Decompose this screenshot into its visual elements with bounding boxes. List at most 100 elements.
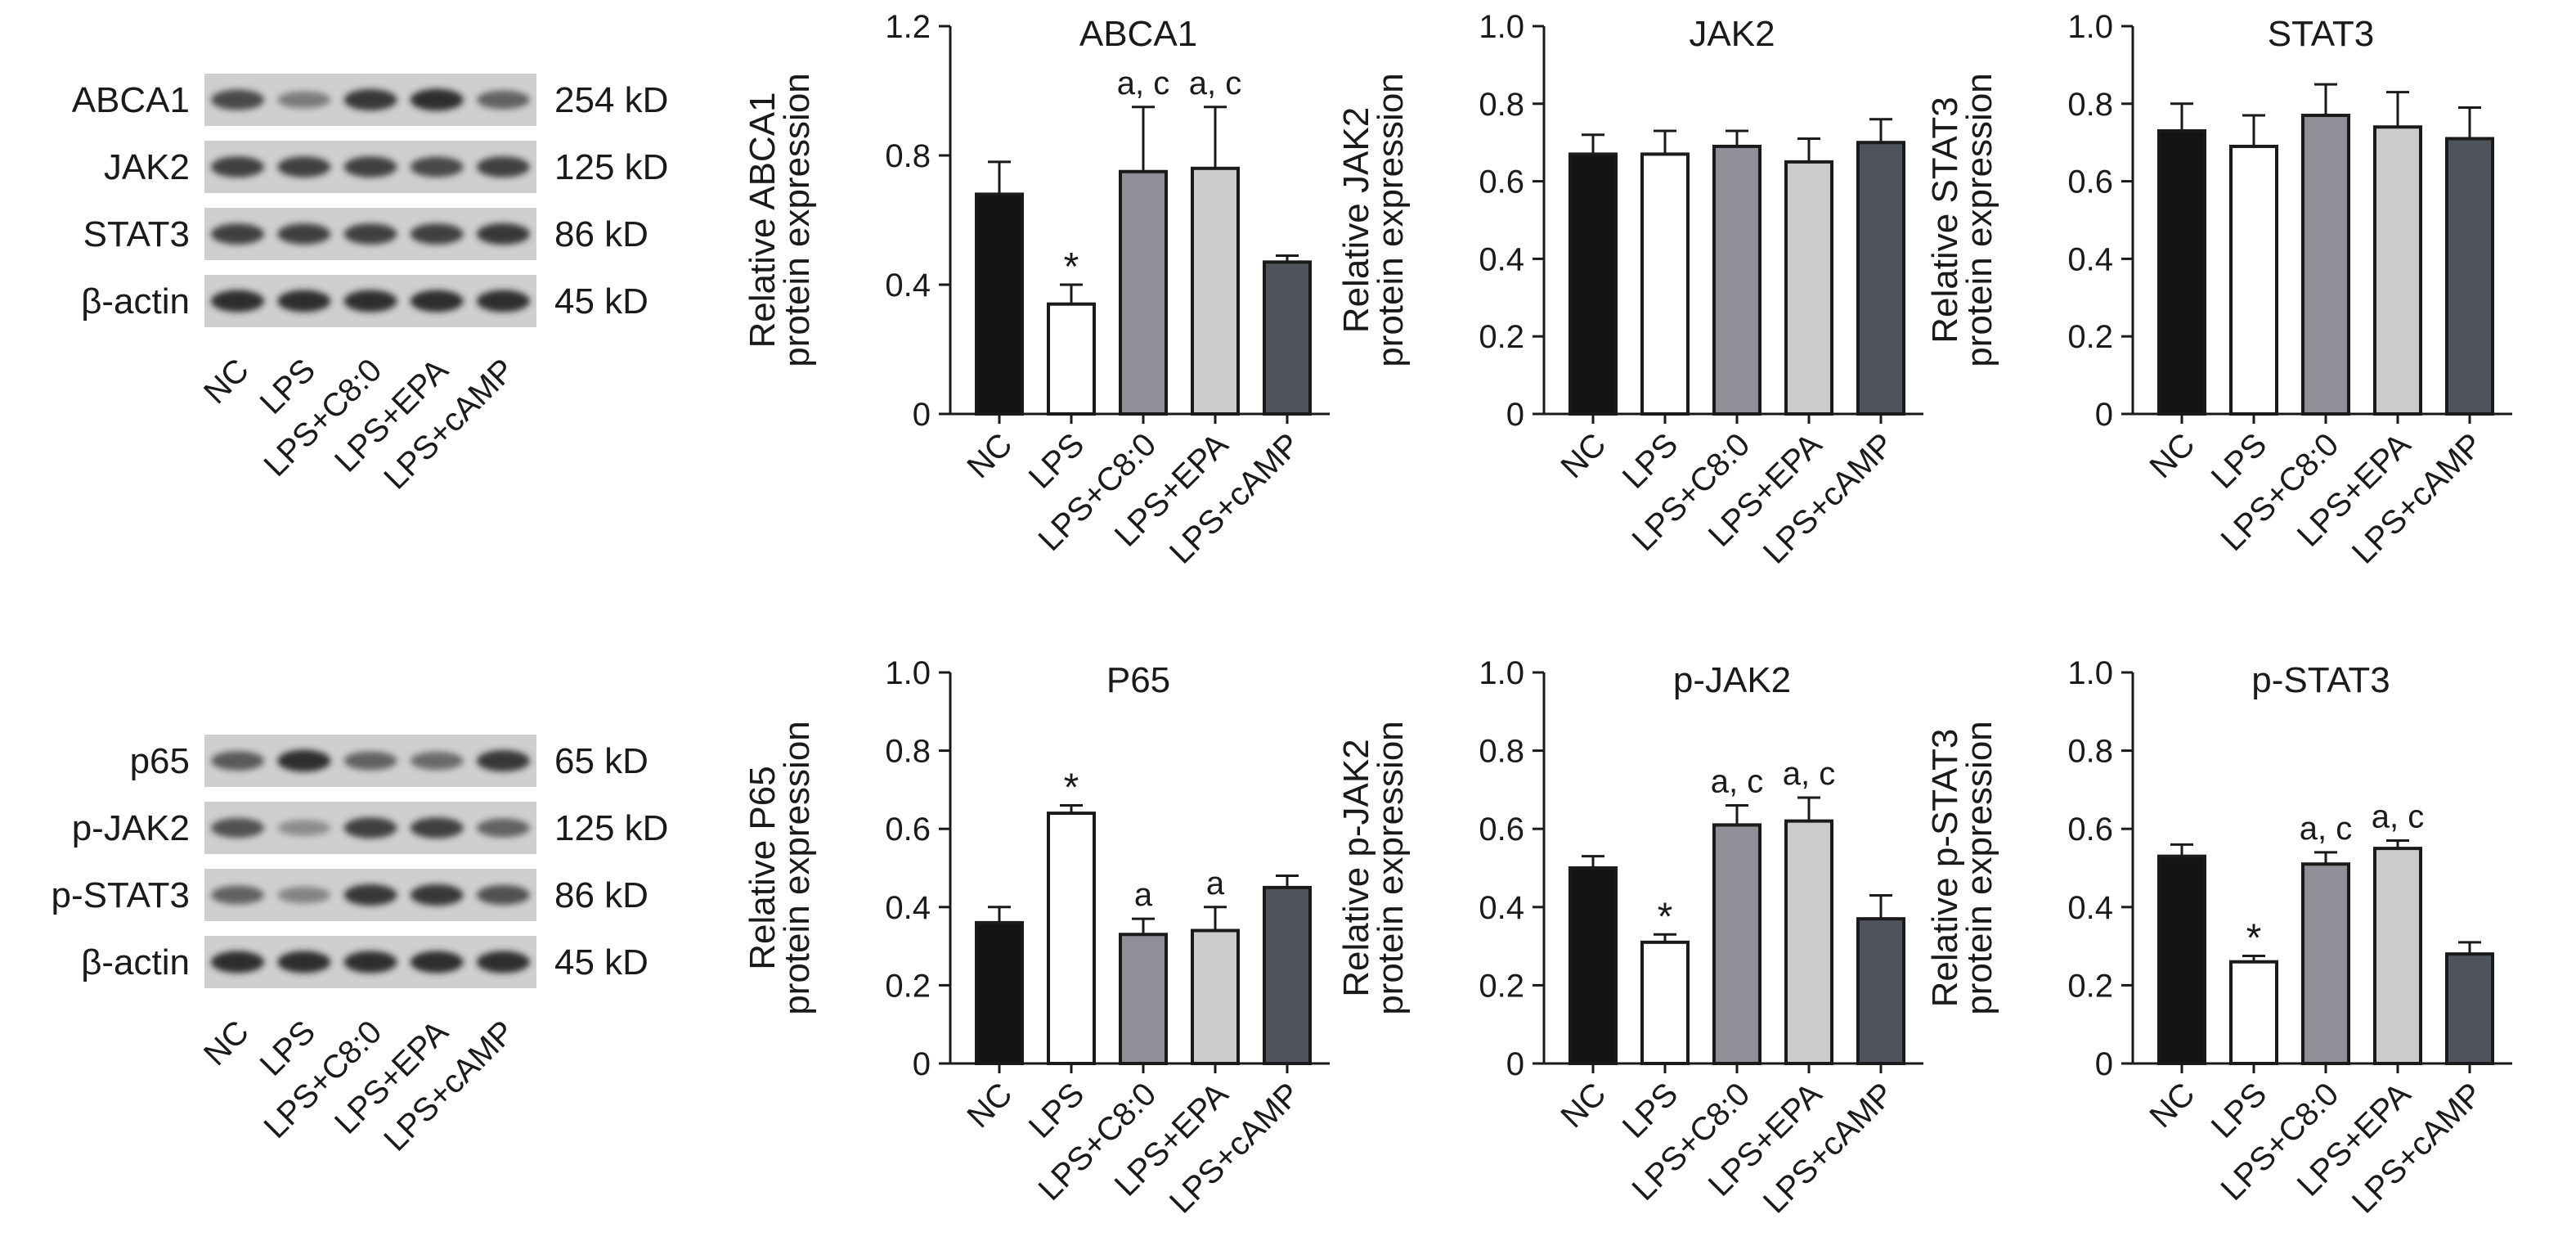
significance-label: * [1064, 245, 1079, 289]
y-tick-label: 0.6 [1479, 164, 1524, 200]
blot-band [343, 223, 397, 245]
blot-band [277, 156, 331, 178]
y-tick-label: 0.4 [885, 890, 931, 926]
blot-protein-label: p65 [130, 741, 190, 781]
significance-label: * [1658, 895, 1673, 938]
blot-band [277, 223, 331, 245]
bar [1712, 823, 1761, 1065]
blot-band [343, 751, 397, 771]
blot-band [343, 156, 397, 178]
blot-band [476, 951, 530, 973]
blot-row: β-actin 45 kD [81, 275, 648, 327]
chart-title: JAK2 [1689, 14, 1775, 54]
y-tick-label: 0.8 [885, 138, 931, 174]
y-tick-label: 0.4 [1479, 241, 1524, 277]
blot-row: p-JAK2 125 kD [72, 802, 668, 854]
significance-label: a [1206, 866, 1225, 902]
bar [2373, 125, 2422, 416]
significance-label: * [1064, 767, 1079, 810]
blot-size-label: 125 kD [554, 808, 668, 848]
bar [1119, 933, 1168, 1066]
y-axis-title: Relative ABCA1 [743, 92, 783, 348]
blot-band [476, 749, 530, 772]
significance-label: * [2246, 917, 2262, 960]
chart-title: p-JAK2 [1673, 660, 1791, 700]
bar [2157, 128, 2206, 416]
blot-band [277, 290, 331, 312]
blot-band [476, 818, 530, 838]
y-tick-label: 0 [913, 397, 931, 433]
bar [1119, 169, 1168, 416]
bar [2229, 960, 2278, 1065]
bar-chart-3: 0 0.2 0.4 0.6 0.8 1.0 STAT3 Relative STAT3prote… [1925, 9, 2512, 571]
y-axis-title: protein expression [777, 721, 817, 1015]
blot-band [277, 886, 331, 904]
blot-protein-label: JAK2 [104, 147, 190, 187]
x-tick-label: NC [1554, 426, 1613, 485]
blot-band [476, 884, 530, 906]
y-tick-label: 0.2 [2067, 968, 2113, 1004]
bar [1047, 302, 1096, 416]
x-tick-label: NC [2143, 1076, 2201, 1135]
significance-label: a, c [2300, 811, 2352, 847]
y-tick-label: 0 [2095, 397, 2113, 433]
bar [1640, 940, 1690, 1065]
y-axis-title: protein expression [1959, 73, 1999, 367]
blot-band [476, 290, 530, 312]
y-tick-label: 0.6 [885, 812, 931, 848]
blot-band [211, 817, 265, 839]
y-tick-label: 1.0 [2067, 9, 2113, 45]
y-tick-label: 0.4 [1479, 890, 1524, 926]
bar [1263, 260, 1312, 416]
blot-row: ABCA1 254 kD [72, 74, 668, 126]
bar [2229, 144, 2278, 416]
y-tick-label: 0.8 [2067, 87, 2113, 123]
x-tick-label: NC [960, 1076, 1019, 1135]
y-tick-label: 0 [1506, 1046, 1524, 1082]
bar [1047, 812, 1096, 1066]
blot-size-label: 125 kD [554, 147, 668, 187]
y-tick-label: 1.0 [1479, 9, 1524, 45]
bar [1263, 885, 1312, 1066]
blot-band [277, 749, 331, 772]
blot-band [211, 156, 265, 178]
blot-size-label: 45 kD [554, 281, 648, 321]
blot-band [211, 751, 265, 771]
significance-label: a [1134, 877, 1153, 913]
y-tick-label: 0.8 [1479, 734, 1524, 770]
blot-protein-label: STAT3 [83, 214, 190, 254]
blot-band [476, 90, 530, 110]
bar [1784, 160, 1833, 416]
significance-label: a, c [2372, 799, 2424, 835]
y-tick-label: 0 [2095, 1046, 2113, 1082]
bar [2301, 114, 2350, 416]
blot-band [476, 156, 530, 178]
blot-band [343, 817, 397, 839]
blot-lane-label: NC [197, 352, 256, 411]
blot-band [343, 884, 397, 906]
western-blot-top: ABCA1 254 kD JAK2 125 kD STAT3 86 kD β-actin 45… [72, 74, 668, 497]
bar [1191, 166, 1240, 416]
y-tick-label: 0.4 [885, 268, 931, 304]
y-tick-label: 0.2 [1479, 968, 1524, 1004]
blot-size-label: 86 kD [554, 875, 648, 915]
blot-row: β-actin 45 kD [81, 936, 648, 988]
bar-chart-5: 0 0.2 0.4 0.6 0.8 1.0 p-JAK2 Relative p-JAK2pro… [1336, 655, 1923, 1221]
blot-row: p-STAT3 86 kD [51, 869, 648, 921]
y-axis-title: Relative STAT3 [1925, 97, 1965, 344]
y-axis-title: Relative p-JAK2 [1336, 739, 1376, 996]
blot-band [410, 884, 464, 906]
y-tick-label: 0.6 [1479, 812, 1524, 848]
y-tick-label: 0.2 [2067, 319, 2113, 355]
bar [1568, 866, 1618, 1065]
y-tick-label: 0.2 [1479, 319, 1524, 355]
y-tick-label: 0 [1506, 397, 1524, 433]
blot-band [410, 223, 464, 245]
blot-row: p65 65 kD [130, 735, 648, 787]
y-axis-title: protein expression [777, 73, 817, 367]
blot-band [343, 290, 397, 312]
y-tick-label: 1.0 [2067, 655, 2113, 691]
blot-size-label: 65 kD [554, 741, 648, 781]
